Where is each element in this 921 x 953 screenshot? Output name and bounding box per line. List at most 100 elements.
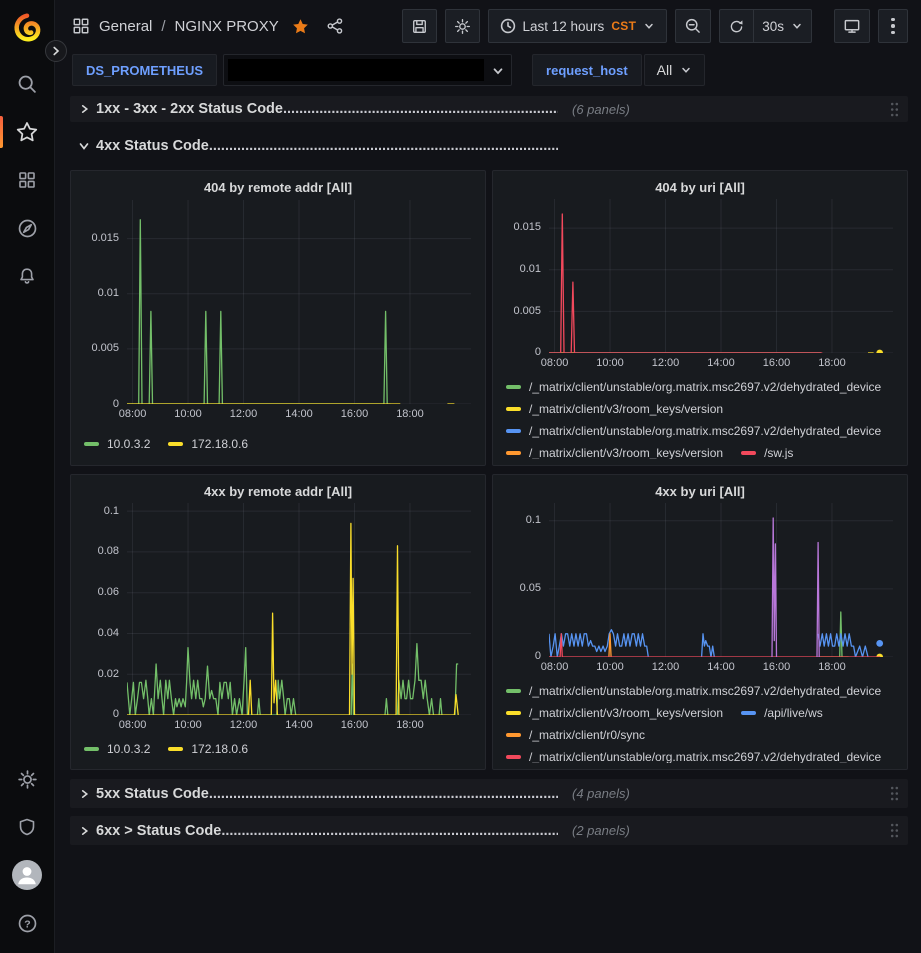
legend-item[interactable]: /_matrix/client/unstable/org.matrix.msc2… xyxy=(506,420,881,442)
zoom-out-time-button[interactable] xyxy=(675,9,711,43)
variable-value-request-host[interactable]: All xyxy=(644,54,706,86)
chevron-down-icon xyxy=(491,64,505,78)
x-tick-label: 14:00 xyxy=(697,357,745,369)
share-icon[interactable] xyxy=(326,17,344,35)
refresh-button[interactable] xyxy=(719,9,754,43)
panel-title[interactable]: 4xx by uri [All] xyxy=(503,480,897,503)
legend-item[interactable]: /_matrix/client/v3/room_keys/version xyxy=(506,442,723,459)
y-tick-label: 0.02 xyxy=(98,668,119,680)
y-axis: 00.050.1 xyxy=(503,503,549,657)
variable-label-ds-prometheus[interactable]: DS_PROMETHEUS xyxy=(72,54,217,86)
sidebar-item-profile[interactable] xyxy=(0,851,55,899)
legend-item[interactable]: 10.0.3.2 xyxy=(84,738,150,760)
chevron-right-icon xyxy=(76,788,92,800)
plot-area[interactable] xyxy=(127,200,471,404)
drag-handle-icon[interactable] xyxy=(889,101,900,118)
legend-item[interactable]: /_matrix/client/v3/room_keys/version xyxy=(506,398,723,420)
plot-area[interactable] xyxy=(549,503,893,657)
gear-icon xyxy=(17,769,38,790)
save-icon xyxy=(411,18,428,35)
sidebar-item-search[interactable] xyxy=(0,60,55,108)
legend-label: /_matrix/client/v3/room_keys/version xyxy=(529,706,723,720)
panel-404-by-remote-addr: 404 by remote addr [All] 00.0050.010.015… xyxy=(70,170,486,466)
chart-plot: 00.0050.010.015 xyxy=(81,200,475,404)
legend: 10.0.3.2 172.18.0.6 xyxy=(81,430,475,459)
x-tick-label: 10:00 xyxy=(164,408,212,420)
dashboard-settings-button[interactable] xyxy=(445,9,480,43)
dashboard-body: 1xx - 3xx - 2xx Status Code ............… xyxy=(55,94,921,953)
legend-item[interactable]: 172.18.0.6 xyxy=(168,433,248,455)
x-tick-label: 08:00 xyxy=(531,357,579,369)
panel-row-1: 404 by remote addr [All] 00.0050.010.015… xyxy=(70,170,908,466)
row-4xx[interactable]: 4xx Status Code ........................… xyxy=(70,133,908,159)
sidebar-expand-button[interactable] xyxy=(45,40,67,62)
drag-handle-icon[interactable] xyxy=(889,822,900,839)
star-filled-icon[interactable] xyxy=(292,18,309,35)
x-tick-label: 16:00 xyxy=(330,408,378,420)
shield-icon xyxy=(17,817,37,837)
legend-swatch xyxy=(506,451,521,455)
sidebar-item-server-admin[interactable] xyxy=(0,803,55,851)
row-title-leader: ........................................… xyxy=(209,138,558,154)
x-tick-label: 18:00 xyxy=(386,408,434,420)
sidebar-item-starred[interactable] xyxy=(0,108,55,156)
legend-item[interactable]: /_matrix/client/unstable/org.matrix.msc2… xyxy=(506,746,881,763)
y-tick-label: 0.1 xyxy=(104,505,119,517)
breadcrumb[interactable]: General / NGINX PROXY xyxy=(72,17,344,35)
time-range-picker[interactable]: Last 12 hours CST xyxy=(488,9,668,43)
legend-item[interactable]: /api/live/ws xyxy=(741,702,823,724)
variable-label-request-host[interactable]: request_host xyxy=(532,54,642,86)
chart-plot: 00.020.040.060.080.1 xyxy=(81,503,475,715)
drag-handle-icon[interactable] xyxy=(889,785,900,802)
legend-item[interactable]: /sw.js xyxy=(741,442,793,459)
legend-swatch xyxy=(168,747,183,751)
chevron-right-icon xyxy=(51,46,61,56)
variable-select-ds-prometheus[interactable] xyxy=(223,54,512,86)
y-axis: 00.0050.010.015 xyxy=(81,200,127,404)
x-tick-label: 14:00 xyxy=(697,661,745,673)
avatar xyxy=(12,860,42,890)
refresh-interval-label: 30s xyxy=(762,19,784,34)
grafana-app: ? General / NGINX PROXY xyxy=(0,0,921,953)
clock-icon xyxy=(500,18,516,34)
legend-item[interactable]: /_matrix/client/unstable/org.matrix.msc2… xyxy=(506,376,881,398)
row-1xx-3xx-2xx[interactable]: 1xx - 3xx - 2xx Status Code ............… xyxy=(70,96,908,122)
sidebar-item-configuration[interactable] xyxy=(0,755,55,803)
legend-item[interactable]: /_matrix/client/v3/room_keys/version xyxy=(506,702,723,724)
panel-4xx-by-uri: 4xx by uri [All] 00.050.1 08:0010:0012:0… xyxy=(492,474,908,770)
chart-svg xyxy=(127,503,471,715)
plot-area[interactable] xyxy=(127,503,471,715)
y-tick-label: 0.08 xyxy=(98,545,119,557)
legend-item[interactable]: 172.18.0.6 xyxy=(168,738,248,760)
legend-item[interactable]: /_matrix/client/r0/sync xyxy=(506,724,645,746)
legend-item[interactable]: 10.0.3.2 xyxy=(84,433,150,455)
plot-area[interactable] xyxy=(549,199,893,353)
row-title-wrap: 6xx > Status Code ......................… xyxy=(96,823,558,839)
y-tick-label: 0.015 xyxy=(91,232,119,244)
bell-icon xyxy=(17,266,37,286)
x-tick-label: 16:00 xyxy=(330,719,378,731)
sidebar-item-dashboards[interactable] xyxy=(0,156,55,204)
legend: 10.0.3.2 172.18.0.6 xyxy=(81,735,475,763)
panel-title[interactable]: 404 by remote addr [All] xyxy=(81,176,475,200)
row-title-wrap: 4xx Status Code ........................… xyxy=(96,138,558,154)
sidebar-item-explore[interactable] xyxy=(0,204,55,252)
cycle-view-mode-button[interactable] xyxy=(834,9,870,43)
row-5xx[interactable]: 5xx Status Code ........................… xyxy=(70,779,908,808)
sidebar-item-alerting[interactable] xyxy=(0,252,55,300)
grafana-logo[interactable] xyxy=(0,8,55,48)
more-options-button[interactable] xyxy=(878,9,908,43)
legend-item[interactable]: /_matrix/client/unstable/org.matrix.msc2… xyxy=(506,680,881,702)
breadcrumb-section[interactable]: General xyxy=(99,18,152,35)
sidebar-item-help[interactable]: ? xyxy=(0,899,55,947)
panel-title[interactable]: 404 by uri [All] xyxy=(503,176,897,199)
sidebar-bottom: ? xyxy=(0,755,55,947)
refresh-interval-button[interactable]: 30s xyxy=(753,9,812,43)
chart-svg xyxy=(549,199,893,353)
save-dashboard-button[interactable] xyxy=(402,9,437,43)
main-area: General / NGINX PROXY xyxy=(55,0,921,953)
panel-title[interactable]: 4xx by remote addr [All] xyxy=(81,480,475,503)
zoom-out-icon xyxy=(684,17,702,35)
page-title[interactable]: NGINX PROXY xyxy=(175,18,279,35)
row-6xx[interactable]: 6xx > Status Code ......................… xyxy=(70,816,908,845)
